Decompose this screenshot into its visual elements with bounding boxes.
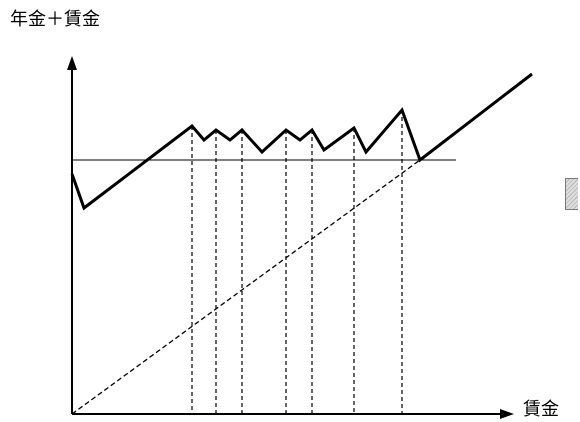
y-axis-arrowhead (67, 56, 77, 70)
dashed-diagonal-line (71, 159, 421, 415)
y-axis-title: 年金＋賃金 (10, 9, 100, 30)
cropped-side-box (565, 178, 578, 210)
income-line (70, 72, 533, 211)
x-axis-arrowhead (500, 409, 514, 419)
x-axis-title: 賃金 (523, 399, 559, 420)
